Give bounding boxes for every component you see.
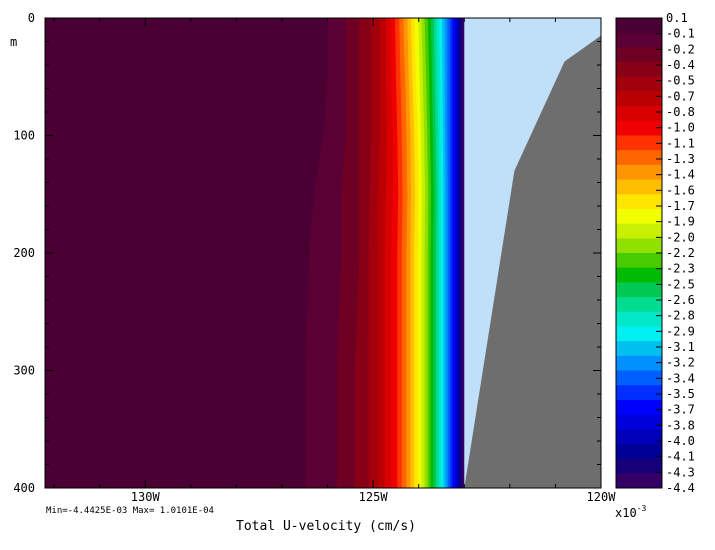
colorbar-tick-label: -2.2 <box>666 246 695 260</box>
colorbar-swatch <box>616 150 662 166</box>
colorbar-scale-base: x10 <box>615 506 637 520</box>
y-tick-label: 400 <box>13 481 35 495</box>
colorbar-tick-label: -1.3 <box>666 152 695 166</box>
colorbar-swatch <box>616 399 662 416</box>
colorbar-tick-label: -1.9 <box>666 215 695 229</box>
colorbar-swatch <box>616 120 662 136</box>
colorbar-swatch <box>616 282 662 298</box>
colorbar-tick-label: -3.7 <box>666 403 695 417</box>
x-tick-label: 120W <box>587 490 617 504</box>
colorbar-swatch <box>616 208 662 225</box>
colorbar-swatches <box>616 18 662 489</box>
colorbar-scale-label: x10-3 <box>615 504 647 520</box>
colorbar-swatch <box>616 414 662 430</box>
y-tick-label: 0 <box>28 11 35 25</box>
colorbar-swatch <box>616 297 662 313</box>
colorbar-swatch <box>616 164 662 181</box>
colorbar-swatch <box>616 267 662 283</box>
colorbar-tick-label: -4.3 <box>666 465 695 479</box>
y-axis-unit-label: m <box>10 35 17 49</box>
colorbar-swatch <box>616 179 662 195</box>
colorbar-tick-label: -3.2 <box>666 356 695 370</box>
min-max-stats: Min=-4.4425E-03 Max= 1.0101E-04 <box>46 506 214 516</box>
colorbar-tick-label: -0.4 <box>666 58 695 72</box>
x-axis: 130W 125W 120W <box>53 18 617 504</box>
colorbar-swatch <box>616 32 662 48</box>
colorbar-tick-label: -3.4 <box>666 371 695 385</box>
colorbar-tick-label: -2.3 <box>666 262 695 276</box>
colorbar-tick-label: -0.5 <box>666 74 695 88</box>
colorbar-swatch <box>616 370 662 386</box>
colorbar-tick-label: -2.9 <box>666 324 695 338</box>
colorbar-tick-label: -2.5 <box>666 277 695 291</box>
colorbar-swatch <box>616 238 662 254</box>
colorbar-tick-label: -1.6 <box>666 183 695 197</box>
colorbar-swatch <box>616 443 662 460</box>
x-tick-label: 125W <box>359 490 389 504</box>
colorbar-swatch <box>616 18 662 34</box>
y-tick-label: 100 <box>13 129 35 143</box>
colorbar-tick-label: -4.1 <box>666 450 695 464</box>
colorbar-swatch <box>616 62 662 78</box>
colorbar-tick-label: -2.6 <box>666 293 695 307</box>
colorbar-tick-label: -0.1 <box>666 27 695 41</box>
colorbar-scale-exponent: -3 <box>637 504 647 513</box>
colorbar-tick-label: -1.4 <box>666 168 695 182</box>
colorbar-tick-label: -1.1 <box>666 136 695 150</box>
x-axis-title: Total U-velocity (cm/s) <box>236 519 416 534</box>
y-tick-label: 300 <box>13 364 35 378</box>
colorbar-tick-label: -3.8 <box>666 418 695 432</box>
colorbar-swatch <box>616 341 662 357</box>
x-tick-label: 130W <box>131 490 161 504</box>
colorbar: 0.1 -0.1-0.2 -0.4 -0.5-0.7 -0.8 -1.0-1.1 -1.3 -… <box>615 11 695 495</box>
colorbar-swatch <box>616 135 662 151</box>
colorbar-tick-label: 0.1 <box>666 11 688 25</box>
colorbar-tick-label: -4.4 <box>666 481 695 495</box>
colorbar-swatch <box>616 76 662 92</box>
colorbar-swatch <box>616 311 662 327</box>
colorbar-swatch <box>616 326 662 342</box>
colorbar-swatch <box>616 47 662 63</box>
colorbar-swatch <box>616 253 662 269</box>
colorbar-tick-label: -2.0 <box>666 230 695 244</box>
colorbar-labels: 0.1 -0.1-0.2 -0.4 -0.5-0.7 -0.8 -1.0-1.1 -1.3 -… <box>656 11 695 495</box>
colorbar-swatch <box>616 429 662 445</box>
colorbar-swatch <box>616 355 662 371</box>
colorbar-tick-label: -2.8 <box>666 309 695 323</box>
colorbar-swatch <box>616 458 662 474</box>
colorbar-swatch <box>616 473 662 489</box>
y-tick-label: 200 <box>13 246 35 260</box>
colorbar-swatch <box>616 106 662 122</box>
colorbar-tick-label: -1.0 <box>666 121 695 135</box>
colorbar-swatch <box>616 385 662 401</box>
plot-area <box>45 18 601 488</box>
colorbar-tick-label: -4.0 <box>666 434 695 448</box>
colorbar-tick-label: -0.2 <box>666 42 695 56</box>
colorbar-swatch <box>616 223 662 239</box>
colorbar-frame <box>615 17 663 489</box>
y-axis: 0 100 200 300 400 <box>13 11 601 495</box>
colorbar-swatch <box>616 91 662 107</box>
colorbar-tick-label: -0.7 <box>666 89 695 103</box>
colorbar-tick-label: -1.7 <box>666 199 695 213</box>
colorbar-tick-label: -3.5 <box>666 387 695 401</box>
colorbar-tick-label: -0.8 <box>666 105 695 119</box>
colorbar-tick-label: -3.1 <box>666 340 695 354</box>
land-mask <box>464 35 601 488</box>
colorbar-swatch <box>616 194 662 210</box>
